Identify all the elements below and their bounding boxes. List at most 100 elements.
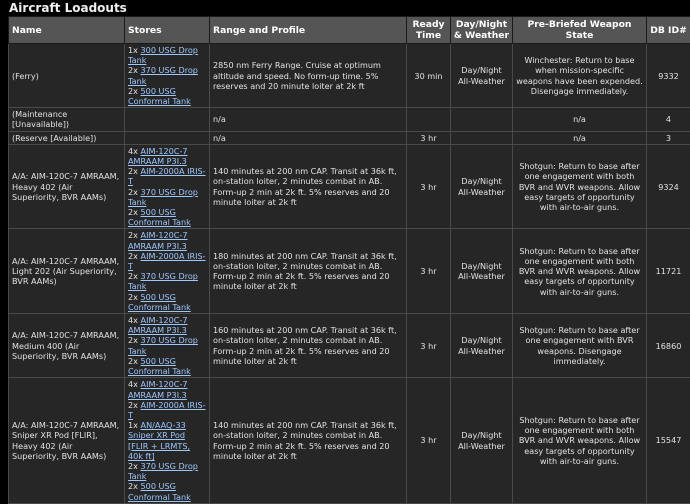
store-item: 2x AIM-2000A IRIS-T <box>128 251 206 271</box>
store-item: 2x 500 USG Conformal Tank <box>128 481 206 501</box>
store-qty: 2x <box>128 335 138 345</box>
store-qty: 2x <box>128 251 138 261</box>
store-item: 2x AIM-2000A IRIS-T <box>128 400 206 420</box>
table-row: (Ferry) 1x 300 USG Drop Tank 2x 370 USG … <box>9 44 690 108</box>
store-item: 4x AIM-120C-7 AMRAAM P3I.3 <box>128 146 206 166</box>
weapon-state: Shotgun: Return to base after one engage… <box>513 229 647 314</box>
range-profile: n/a <box>210 131 407 144</box>
ready-time: 3 hr <box>407 131 451 144</box>
store-qty: 2x <box>128 207 138 217</box>
store-link[interactable]: AIM-2000A IRIS-T <box>128 251 206 271</box>
store-link[interactable]: 500 USG Conformal Tank <box>128 356 191 376</box>
day-night-weather: Day/Night All-Weather <box>451 44 513 108</box>
store-qty: 2x <box>128 481 138 491</box>
db-id: 9332 <box>647 44 690 108</box>
store-qty: 4x <box>128 379 138 389</box>
store-link[interactable]: 370 USG Drop Tank <box>128 65 198 85</box>
weapon-state: n/a <box>513 108 647 131</box>
store-item: 2x 500 USG Conformal Tank <box>128 292 206 312</box>
store-qty: 2x <box>128 187 138 197</box>
ready-time: 3 hr <box>407 314 451 378</box>
column-header-name: Name <box>9 17 125 44</box>
db-id: 9324 <box>647 144 690 229</box>
store-item: 2x 370 USG Drop Tank <box>128 65 206 85</box>
store-item: 1x AN/AAQ-33 Sniper XR Pod [FLIR + LRMTS… <box>128 420 206 461</box>
store-link[interactable]: 370 USG Drop Tank <box>128 461 198 481</box>
table-row: (Maintenance [Unavailable]) n/a n/a 4 <box>9 108 690 131</box>
loadout-name: A/A: AIM-120C-7 AMRAAM, Heavy 402 (Air S… <box>9 144 125 229</box>
loadout-name: A/A: AIM-120C-7 AMRAAM, Sniper XR Pod [F… <box>9 378 125 503</box>
store-qty: 2x <box>128 271 138 281</box>
stores-cell <box>125 131 210 144</box>
store-item: 2x AIM-2000A IRIS-T <box>128 166 206 186</box>
store-item: 2x 370 USG Drop Tank <box>128 271 206 291</box>
table-row: A/A: AIM-120C-7 AMRAAM, Sniper XR Pod [F… <box>9 378 690 503</box>
store-link[interactable]: 370 USG Drop Tank <box>128 271 198 291</box>
weapon-state: Shotgun: Return to base after one engage… <box>513 378 647 503</box>
day-night-weather <box>451 108 513 131</box>
table-row: A/A: AIM-120C-7 AMRAAM, Heavy 402 (Air S… <box>9 144 690 229</box>
store-link[interactable]: AIM-2000A IRIS-T <box>128 400 206 420</box>
store-qty: 2x <box>128 86 138 96</box>
column-header-ready-time: Ready Time <box>407 17 451 44</box>
db-id: 16860 <box>647 314 690 378</box>
store-item: 2x 370 USG Drop Tank <box>128 461 206 481</box>
store-qty: 1x <box>128 420 138 430</box>
weapon-state: Winchester: Return to base when mission-… <box>513 44 647 108</box>
day-night-weather <box>451 131 513 144</box>
loadout-name: A/A: AIM-120C-7 AMRAAM, Medium 400 (Air … <box>9 314 125 378</box>
store-item: 2x 500 USG Conformal Tank <box>128 207 206 227</box>
loadout-name: A/A: AIM-120C-7 AMRAAM, Light 202 (Air S… <box>9 229 125 314</box>
store-qty: 2x <box>128 292 138 302</box>
store-qty: 2x <box>128 230 138 240</box>
store-link[interactable]: 370 USG Drop Tank <box>128 335 198 355</box>
range-profile: n/a <box>210 108 407 131</box>
store-qty: 2x <box>128 166 138 176</box>
ready-time: 3 hr <box>407 229 451 314</box>
store-qty: 2x <box>128 356 138 366</box>
db-id: 11721 <box>647 229 690 314</box>
store-link[interactable]: 500 USG Conformal Tank <box>128 207 191 227</box>
store-link[interactable]: AIM-2000A IRIS-T <box>128 166 206 186</box>
day-night-weather: Day/Night All-Weather <box>451 229 513 314</box>
store-link[interactable]: 500 USG Conformal Tank <box>128 481 191 501</box>
table-row: A/A: AIM-120C-7 AMRAAM, Medium 400 (Air … <box>9 314 690 378</box>
store-link[interactable]: 370 USG Drop Tank <box>128 187 198 207</box>
store-link[interactable]: 500 USG Conformal Tank <box>128 86 191 106</box>
stores-cell: 4x AIM-120C-7 AMRAAM P3I.3 2x AIM-2000A … <box>125 144 210 229</box>
day-night-weather: Day/Night All-Weather <box>451 314 513 378</box>
page-title: Aircraft Loadouts <box>0 0 690 16</box>
ready-time: 3 hr <box>407 378 451 503</box>
day-night-weather: Day/Night All-Weather <box>451 378 513 503</box>
store-item: 2x 500 USG Conformal Tank <box>128 356 206 376</box>
store-link[interactable]: 500 USG Conformal Tank <box>128 292 191 312</box>
db-id: 3 <box>647 131 690 144</box>
stores-cell <box>125 108 210 131</box>
ready-time: 3 hr <box>407 144 451 229</box>
store-item: 2x 370 USG Drop Tank <box>128 335 206 355</box>
loadout-name: (Maintenance [Unavailable]) <box>9 108 125 131</box>
db-id: 15547 <box>647 378 690 503</box>
store-item: 2x AIM-120C-7 AMRAAM P3I.3 <box>128 230 206 250</box>
stores-cell: 4x AIM-120C-7 AMRAAM P3I.3 2x AIM-2000A … <box>125 378 210 503</box>
range-profile: 140 minutes at 200 nm CAP. Transit at 36… <box>210 378 407 503</box>
column-header-dbid: DB ID# <box>647 17 690 44</box>
store-link[interactable]: AN/AAQ-33 Sniper XR Pod [FLIR + LRMTS, 4… <box>128 420 190 461</box>
weapon-state: Shotgun: Return to base after one engage… <box>513 144 647 229</box>
store-qty: 1x <box>128 45 138 55</box>
store-item: 4x AIM-120C-7 AMRAAM P3I.3 <box>128 315 206 335</box>
store-item: 2x 370 USG Drop Tank <box>128 187 206 207</box>
column-header-weapon-state: Pre-Briefed Weapon State <box>513 17 647 44</box>
store-qty: 4x <box>128 146 138 156</box>
range-profile: 160 minutes at 200 nm CAP. Transit at 36… <box>210 314 407 378</box>
store-item: 2x 500 USG Conformal Tank <box>128 86 206 106</box>
db-id: 4 <box>647 108 690 131</box>
column-header-range: Range and Profile <box>210 17 407 44</box>
range-profile: 180 minutes at 200 nm CAP. Transit at 36… <box>210 229 407 314</box>
store-item: 1x 300 USG Drop Tank <box>128 45 206 65</box>
store-link[interactable]: 300 USG Drop Tank <box>128 45 198 65</box>
store-qty: 2x <box>128 461 138 471</box>
store-qty: 2x <box>128 400 138 410</box>
store-qty: 2x <box>128 65 138 75</box>
column-header-weather: Day/Night & Weather <box>451 17 513 44</box>
